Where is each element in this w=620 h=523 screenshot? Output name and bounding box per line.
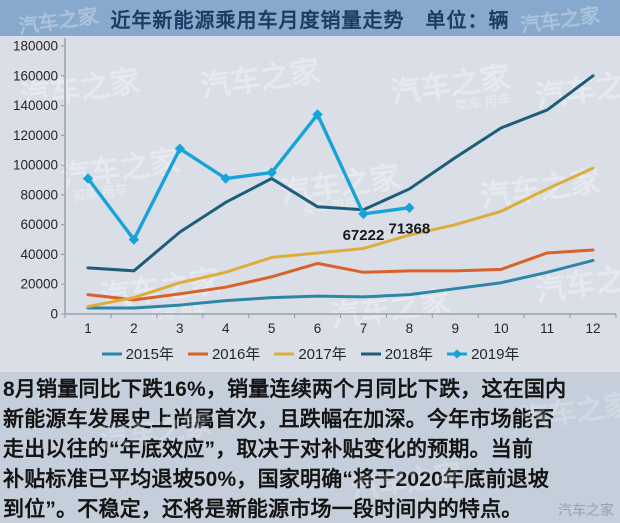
x-tick-label: 5 [268, 321, 276, 336]
y-tick-label: 180000 [13, 39, 58, 54]
page-title: 近年新能源乘用车月度销量走势 单位：辆 [110, 9, 510, 32]
article-text-area: 汽车之家 汽车之家 汽车之家 8月销量同比下跌16%，销量连续两个月同比下跌，这在国… [0, 372, 620, 523]
legend-label: 2018年 [384, 346, 434, 363]
data-point-marker [82, 173, 94, 184]
watermark: 汽车之家 [17, 5, 100, 36]
x-tick-label: 1 [84, 321, 92, 336]
data-point-marker [404, 202, 415, 213]
article-paragraph: 8月销量同比下跌16%，销量连续两个月同比下跌，这在国内 新能源车发展史上尚属首… [3, 378, 567, 521]
x-tick-label: 11 [540, 321, 554, 336]
x-tick-label: 8 [406, 321, 414, 336]
legend-item: 2017年 [273, 343, 347, 364]
chart-svg: 1800001600001400001200001000008000060000… [13, 38, 617, 336]
x-tick-label: 10 [494, 321, 509, 336]
x-tick-label: 12 [585, 321, 600, 336]
legend-label: 2019年 [471, 346, 520, 363]
legend-label: 2017年 [298, 346, 347, 363]
legend-swatch [274, 352, 295, 355]
series-line-2015年 [86, 258, 595, 310]
y-tick-label: 120000 [13, 128, 58, 143]
legend-item: 2015年 [101, 343, 174, 364]
legend-item: 2016年 [187, 343, 260, 364]
y-tick-label: 40000 [20, 247, 58, 262]
legend-swatch [101, 352, 122, 355]
chart-legend: 2015年 2016年 2017年 2018年 2019年 [0, 343, 620, 364]
legend-swatch [447, 349, 468, 358]
legend-swatch [360, 352, 381, 355]
chart-title-bar: 汽车之家 汽车之家 近年新能源乘用车月度销量走势 单位：辆 [0, 0, 620, 36]
series-line-2017年 [86, 166, 595, 309]
series-line-2019年 [86, 112, 412, 242]
y-tick-label: 100000 [13, 158, 58, 173]
legend-swatch [187, 352, 208, 355]
y-tick-label: 60000 [20, 217, 58, 232]
y-tick-label: 20000 [20, 277, 58, 292]
series-line-2016年 [86, 248, 595, 302]
data-point-marker [128, 234, 140, 245]
data-label: 71368 [389, 221, 431, 238]
series-line-2018年 [86, 74, 595, 273]
x-tick-label: 2 [130, 321, 138, 336]
x-tick-label: 4 [222, 321, 230, 336]
x-tick-label: 3 [176, 321, 184, 336]
legend-item: 2018年 [360, 343, 433, 364]
legend-item: 2019年 [446, 343, 519, 364]
y-tick-label: 160000 [13, 68, 58, 83]
x-tick-label: 6 [314, 321, 322, 336]
data-point-marker [220, 173, 231, 184]
watermark-footer: 汽车之家 [558, 502, 614, 518]
y-tick-label: 80000 [20, 187, 58, 202]
data-point-marker [312, 109, 323, 120]
y-tick-label: 140000 [13, 98, 58, 113]
x-tick-label: 7 [360, 321, 368, 336]
data-label: 67222 [343, 227, 385, 244]
data-point-marker [358, 208, 369, 220]
chart-area: 汽车之家 汽车之家 汽车之家 汽车之家 汽车之家 汽车之家 汽车之家 汽车之家 汽车之家 汽车之家… [0, 36, 620, 372]
legend-label: 2015年 [125, 346, 174, 363]
watermark: 汽车之家 [519, 4, 602, 36]
x-tick-label: 9 [452, 321, 460, 336]
legend-label: 2016年 [211, 346, 261, 363]
data-point-marker [174, 143, 186, 154]
y-tick-label: 0 [50, 307, 58, 322]
data-point-marker [266, 167, 277, 178]
